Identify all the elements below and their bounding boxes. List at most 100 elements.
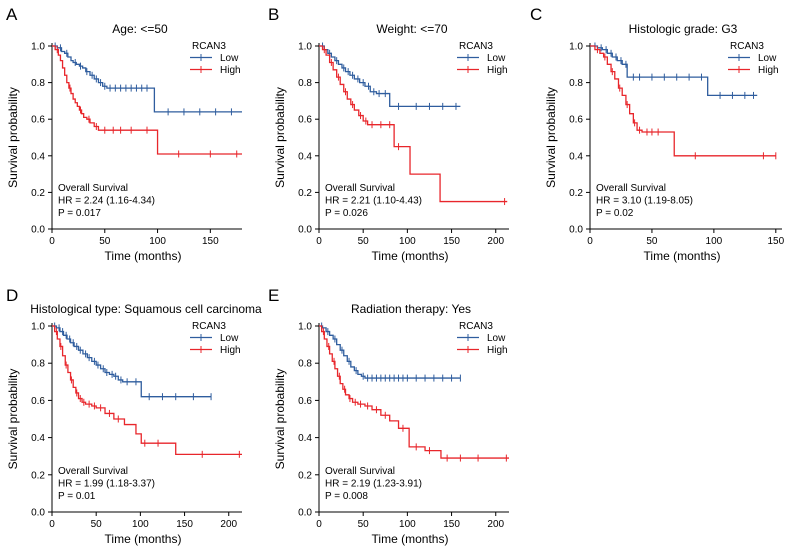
annotation-line: Overall Survival [325,183,395,194]
legend-label-high: High [220,345,241,356]
annotation-line: HR = 2.24 (1.16-4.34) [58,196,155,207]
legend-title: RCAN3 [192,321,226,332]
legend-label-high: High [487,345,508,356]
y-tick-label: 0.8 [298,78,312,89]
x-tick-label: 150 [176,519,193,530]
y-tick-label: 0.8 [31,78,45,89]
x-tick-label: 0 [587,236,593,247]
y-tick-label: 0.2 [298,188,312,199]
y-tick-label: 1.0 [31,322,45,333]
legend-title: RCAN3 [459,41,493,52]
x-tick-label: 200 [487,519,504,530]
y-tick-label: 0.0 [298,508,312,519]
annotation-line: P = 0.008 [325,491,368,502]
x-tick-label: 150 [443,236,460,247]
annotation-line: P = 0.017 [58,208,101,219]
y-tick-label: 0.0 [31,508,45,519]
survival-curve-low [52,325,212,398]
survival-curve-low [590,45,758,97]
x-tick-label: 0 [49,519,55,530]
survival-curve-high [52,325,242,455]
annotation-line: Overall Survival [58,466,128,477]
y-tick-label: 0.4 [31,151,45,162]
y-tick-label: 0.4 [298,151,312,162]
x-tick-label: 0 [49,236,55,247]
y-axis-label: Survival probability [544,87,558,188]
x-tick-label: 0 [316,236,322,247]
y-tick-label: 0.0 [31,225,45,236]
y-axis-label: Survival probability [273,369,287,470]
legend-title: RCAN3 [192,41,226,52]
legend-label-high: High [487,65,508,76]
survival-curve-high [52,45,242,155]
annotation-line: P = 0.02 [596,208,634,219]
y-axis-label: Survival probability [6,87,20,188]
y-tick-label: 0.6 [31,396,45,407]
legend-label-low: Low [758,53,777,64]
legend-label-high: High [758,65,779,76]
chart-title: Radiation therapy: Yes [351,302,471,316]
y-axis-label: Survival probability [6,369,20,470]
x-axis-label: Time (months) [644,249,721,263]
annotation-line: HR = 3.10 (1.19-8.05) [596,196,693,207]
annotation-line: HR = 1.99 (1.18-3.37) [58,479,155,490]
legend-label-low: Low [220,53,239,64]
x-axis-label: Time (months) [372,532,449,546]
chart-title: Weight: <=70 [376,22,447,36]
annotation-line: P = 0.026 [325,208,368,219]
panel-a: A Age: <=50 0.0 0.2 0.4 0.6 0.8 1.0 0 50 100 150 Tim… [6,5,242,263]
x-axis-label: Time (months) [105,532,182,546]
survival-curve-low [319,325,461,379]
annotation-line: Overall Survival [596,183,666,194]
legend-label-high: High [220,65,241,76]
y-tick-label: 0.2 [298,470,312,481]
x-tick-label: 100 [706,236,723,247]
chart-title: Age: <=50 [112,22,168,36]
x-axis-label: Time (months) [105,249,182,263]
panel-letter: B [268,5,279,24]
panel-d: D Histological type: Squamous cell carcin… [6,286,262,546]
y-tick-label: 0.6 [298,396,312,407]
y-tick-label: 0.2 [31,470,45,481]
survival-curve-high [319,45,508,203]
x-tick-label: 50 [91,519,103,530]
x-tick-label: 50 [358,519,370,530]
y-tick-label: 0.4 [298,433,312,444]
legend-label-low: Low [220,333,239,344]
panel-c: C Histologic grade: G3 0.0 0.2 0.4 0.6 0.8 1.0 0… [530,5,785,263]
y-tick-label: 1.0 [569,42,583,53]
y-tick-label: 0.6 [31,115,45,126]
y-tick-label: 1.0 [31,42,45,53]
x-tick-label: 200 [220,519,237,530]
x-tick-label: 50 [646,236,658,247]
x-axis-label: Time (months) [372,249,449,263]
x-tick-label: 150 [202,236,219,247]
x-tick-label: 100 [132,519,149,530]
x-tick-label: 150 [767,236,784,247]
panel-b: B Weight: <=70 0.0 0.2 0.4 0.6 0.8 1.0 0 50 100 150… [268,5,509,263]
x-tick-label: 0 [316,519,322,530]
y-tick-label: 0.0 [569,225,583,236]
legend-label-low: Low [487,53,506,64]
y-tick-label: 0.2 [569,188,583,199]
annotation-line: Overall Survival [58,183,128,194]
chart-title: Histologic grade: G3 [629,22,738,36]
survival-curve-high [319,325,509,459]
legend-label-low: Low [487,333,506,344]
y-axis-label: Survival probability [273,87,287,188]
x-tick-label: 100 [399,519,416,530]
y-tick-label: 1.0 [298,322,312,333]
annotation-line: HR = 2.19 (1.23-3.91) [325,479,422,490]
y-tick-label: 0.0 [298,225,312,236]
panel-letter: A [6,5,18,24]
survival-curve-low [319,45,461,108]
panel-e: E Radiation therapy: Yes 0.0 0.2 0.4 0.6 0.8 1.… [268,286,509,546]
x-tick-label: 50 [99,236,111,247]
x-tick-label: 200 [487,236,504,247]
x-tick-label: 50 [358,236,370,247]
y-tick-label: 0.4 [569,151,583,162]
survival-curve-low [52,45,242,113]
panel-letter: E [268,286,279,305]
legend-title: RCAN3 [459,321,493,332]
